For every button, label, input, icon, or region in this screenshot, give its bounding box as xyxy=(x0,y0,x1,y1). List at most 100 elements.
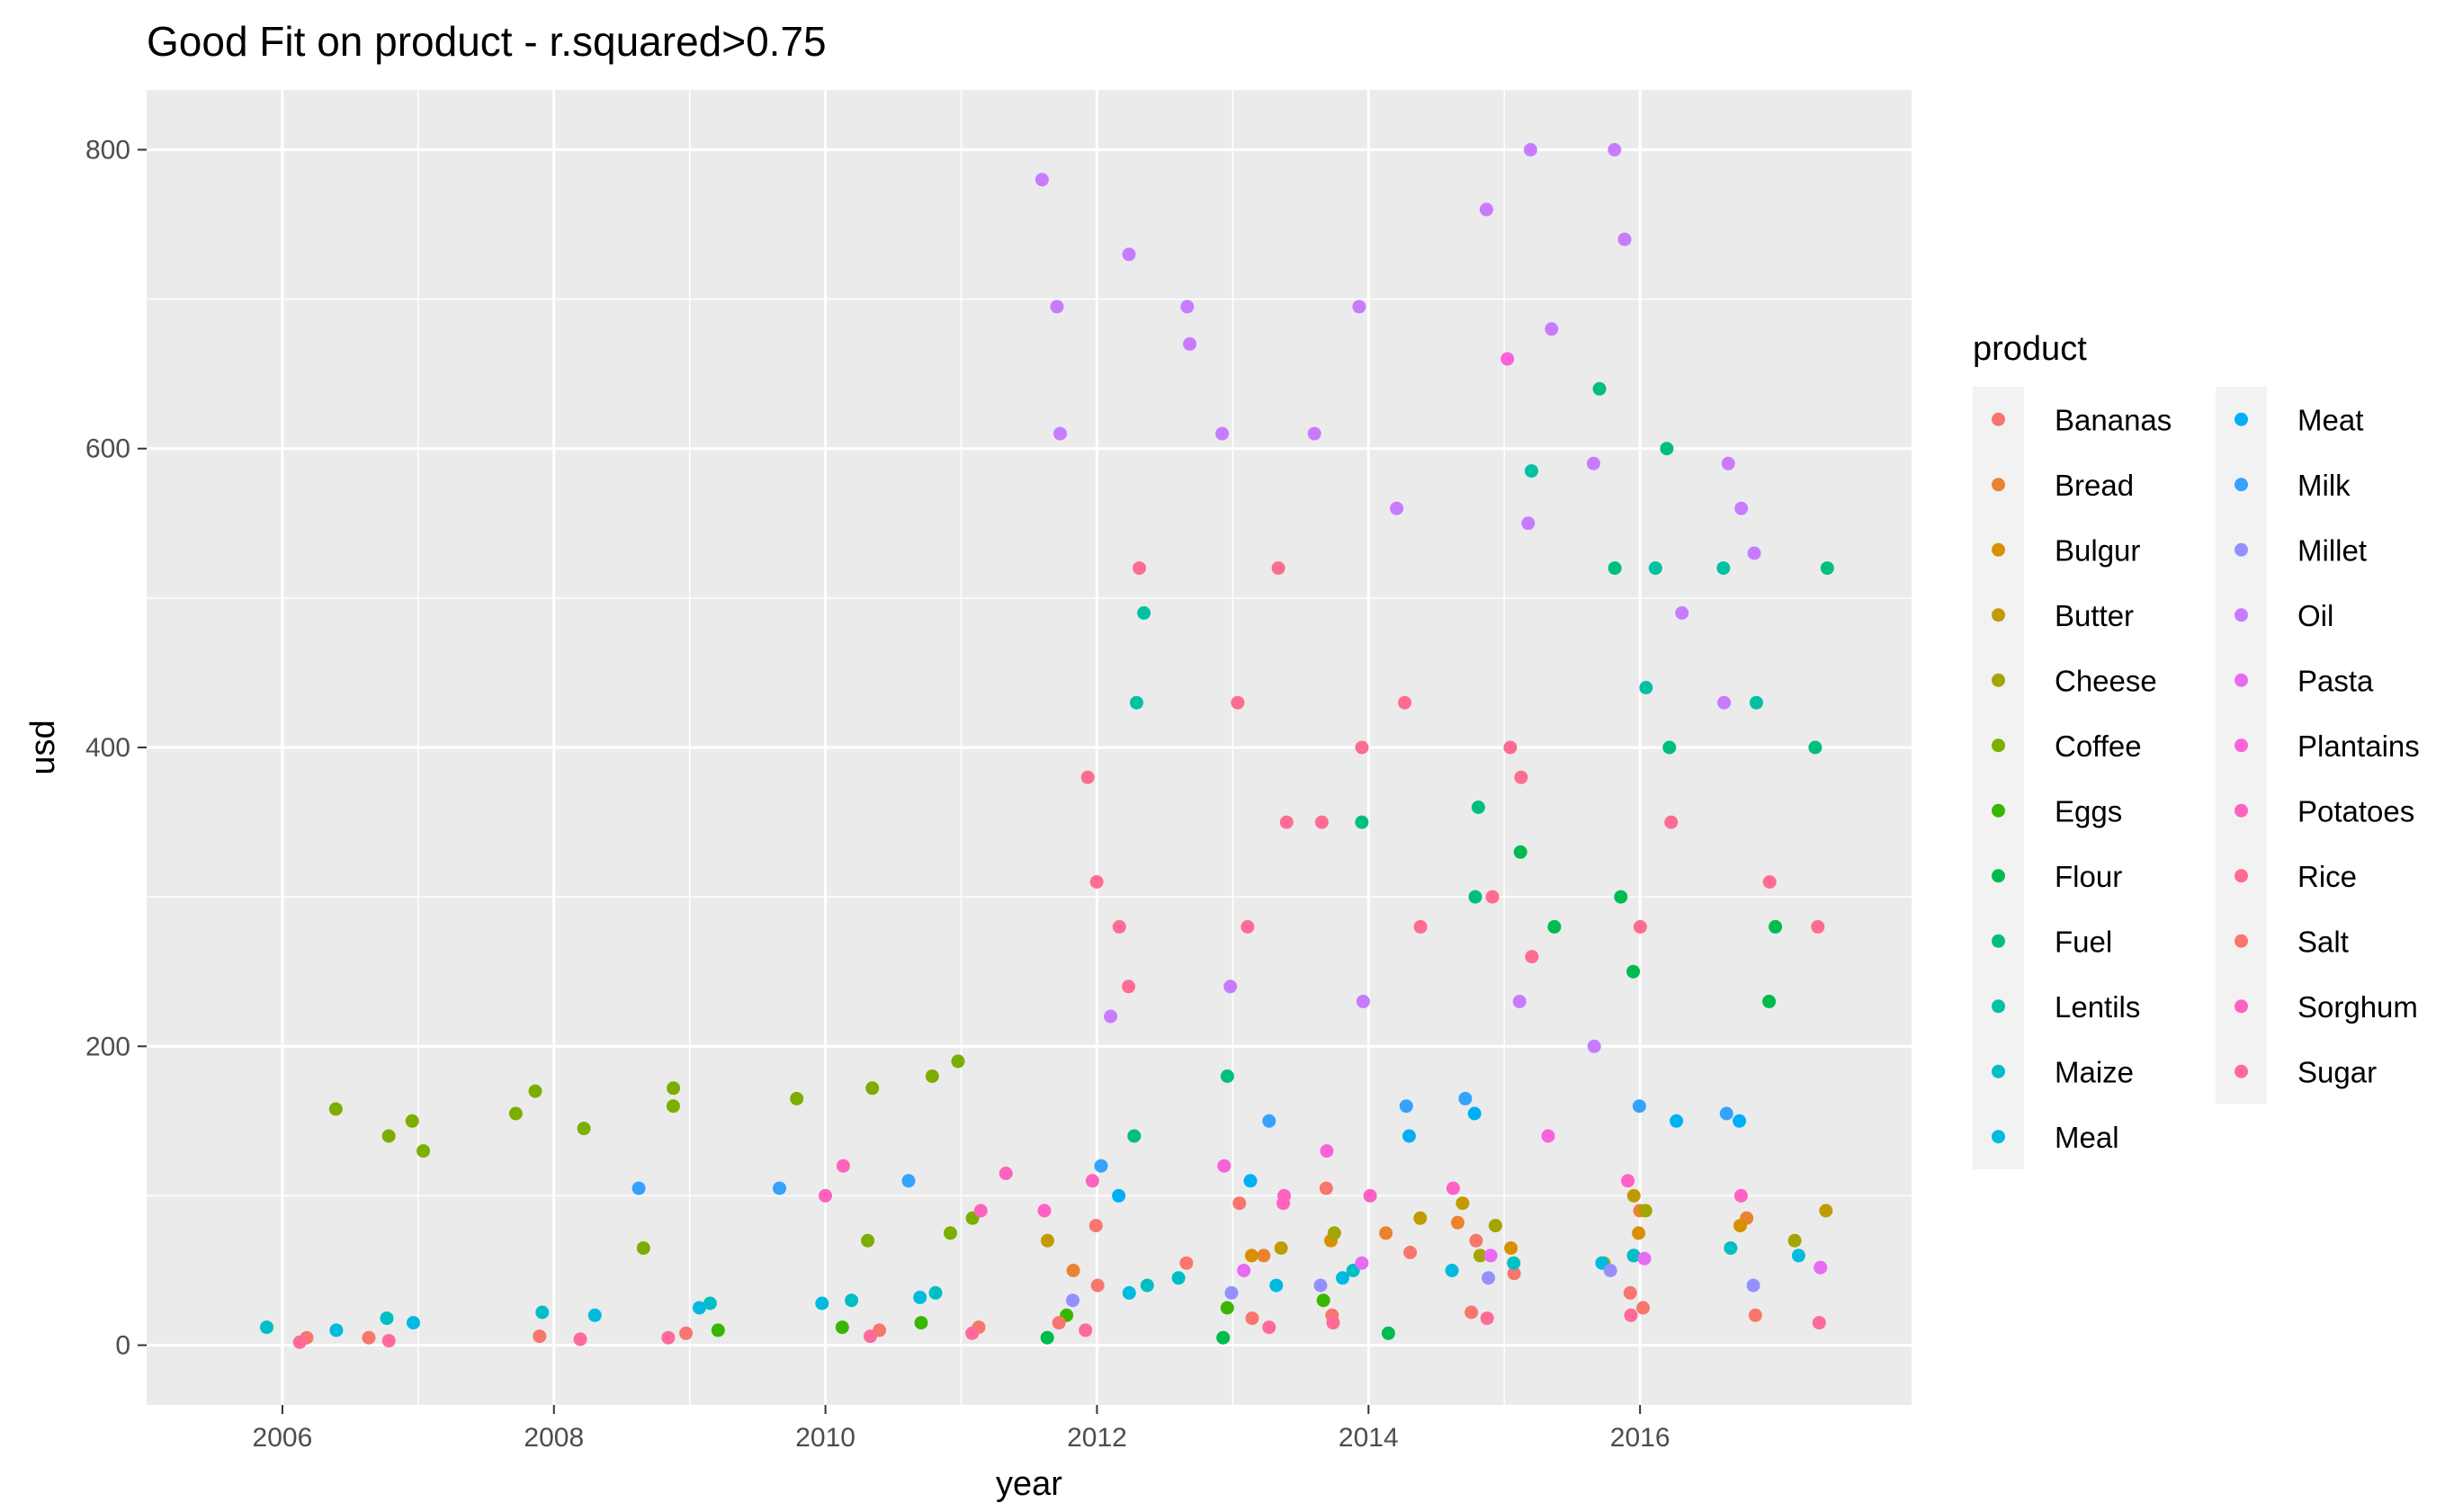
data-point xyxy=(1171,1271,1186,1285)
data-point xyxy=(965,1326,980,1340)
data-point xyxy=(1521,516,1536,531)
data-point xyxy=(1183,336,1197,351)
data-point xyxy=(1637,1251,1652,1266)
legend-marker xyxy=(1992,869,2005,883)
data-point xyxy=(1514,770,1528,784)
data-point xyxy=(405,1114,419,1128)
legend-item: Plantains xyxy=(2216,712,2420,778)
data-point xyxy=(1089,875,1104,889)
data-point xyxy=(1137,606,1151,620)
data-point xyxy=(1356,994,1370,1008)
legend: product Bananas Bread Bulgur Butter Cheese Co… xyxy=(1973,330,2420,1169)
data-point xyxy=(1336,1271,1349,1285)
data-point xyxy=(1245,1311,1259,1326)
data-point xyxy=(1319,1181,1333,1195)
data-point xyxy=(1812,1316,1826,1330)
data-point xyxy=(1451,1215,1464,1230)
data-point xyxy=(1217,1159,1231,1173)
legend-item: Maize xyxy=(1973,1039,2134,1105)
legend-marker xyxy=(2235,803,2248,818)
data-point xyxy=(1733,1219,1747,1233)
data-point xyxy=(328,1102,343,1116)
data-point xyxy=(1316,1293,1330,1308)
data-point xyxy=(1363,1188,1377,1203)
data-point xyxy=(1355,815,1369,829)
data-point xyxy=(1220,1069,1234,1083)
data-point xyxy=(1413,919,1428,934)
data-point xyxy=(1262,1114,1276,1128)
data-point xyxy=(1614,890,1628,904)
data-point xyxy=(1122,1285,1136,1300)
data-point xyxy=(1670,1114,1684,1128)
data-point xyxy=(1814,1260,1828,1275)
data-point xyxy=(1592,381,1607,396)
data-point xyxy=(1402,1129,1416,1143)
data-point xyxy=(925,1069,939,1083)
data-point xyxy=(1525,950,1539,964)
data-point xyxy=(1180,300,1195,314)
data-point xyxy=(1403,1246,1418,1259)
chart-title: Good Fit on product - r.squared>0.75 xyxy=(147,18,827,65)
legend-item: Meal xyxy=(1973,1104,2119,1169)
data-point xyxy=(679,1326,694,1340)
data-point xyxy=(1746,1278,1760,1293)
data-point xyxy=(1455,1196,1470,1211)
data-point xyxy=(1112,1188,1126,1203)
data-point xyxy=(1313,1278,1328,1293)
data-point xyxy=(1617,232,1632,246)
data-point xyxy=(1488,1219,1502,1233)
legend-label: Bulgur xyxy=(2055,533,2140,567)
data-point xyxy=(1355,740,1369,755)
data-point xyxy=(1623,1285,1637,1300)
data-point xyxy=(1179,1256,1194,1270)
legend-marker xyxy=(1992,934,2005,948)
data-point xyxy=(1787,1233,1802,1248)
data-point xyxy=(836,1159,850,1173)
data-point xyxy=(864,1329,877,1344)
legend-items: Bananas Bread Bulgur Butter Cheese Coffee Eggs… xyxy=(1973,387,2420,1169)
data-point xyxy=(1445,1264,1459,1277)
legend-marker xyxy=(1992,412,2005,426)
data-point xyxy=(1327,1226,1341,1240)
data-point xyxy=(1220,1301,1234,1315)
data-point xyxy=(1066,1293,1079,1308)
data-point xyxy=(1262,1320,1276,1335)
data-point xyxy=(1791,1248,1805,1263)
data-point xyxy=(1675,606,1689,620)
data-point xyxy=(944,1226,957,1240)
data-point xyxy=(1355,1256,1369,1270)
data-point xyxy=(631,1181,646,1195)
data-point xyxy=(1232,1196,1247,1211)
data-point xyxy=(1621,1174,1635,1188)
legend-marker xyxy=(1992,608,2005,622)
data-point xyxy=(260,1320,273,1335)
legend-label: Oil xyxy=(2297,599,2333,632)
data-point xyxy=(1480,1311,1494,1326)
legend-marker xyxy=(1992,478,2005,492)
data-point xyxy=(1608,143,1622,157)
data-point xyxy=(1717,695,1732,710)
data-point xyxy=(1762,875,1777,889)
data-point xyxy=(835,1320,849,1335)
data-point xyxy=(416,1144,431,1159)
data-point xyxy=(1090,1278,1105,1293)
legend-label: Cheese xyxy=(2055,664,2157,697)
data-point xyxy=(1390,501,1404,515)
legend-marker xyxy=(2235,999,2248,1014)
data-point xyxy=(1085,1174,1099,1188)
data-point xyxy=(667,1081,681,1096)
data-point xyxy=(1808,740,1823,755)
data-point xyxy=(1747,546,1761,560)
y-tick-label: 800 xyxy=(85,135,130,165)
legend-label: Potatoes xyxy=(2297,794,2414,828)
data-point xyxy=(380,1311,394,1326)
data-point xyxy=(1734,501,1749,515)
data-point xyxy=(1468,890,1482,904)
data-point xyxy=(1231,695,1245,710)
legend-marker xyxy=(2235,608,2248,622)
data-point xyxy=(1733,1188,1748,1203)
data-point xyxy=(1632,1099,1646,1114)
data-point xyxy=(1104,1009,1118,1024)
data-point xyxy=(1399,1099,1413,1114)
x-tick-label: 2006 xyxy=(253,1423,313,1453)
